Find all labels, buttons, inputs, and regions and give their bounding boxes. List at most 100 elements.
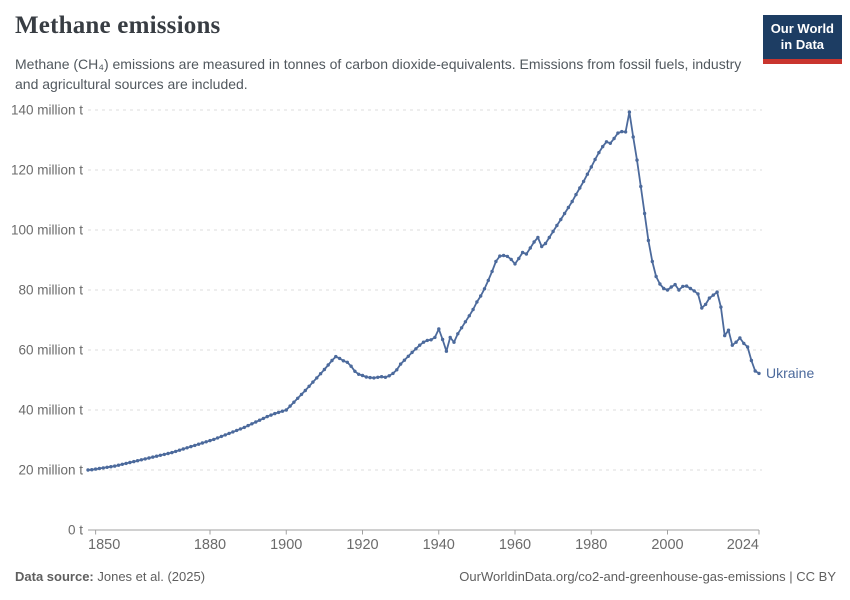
data-point[interactable] (414, 347, 418, 351)
data-point[interactable] (425, 338, 429, 343)
data-point[interactable] (459, 326, 464, 330)
data-point[interactable] (631, 135, 635, 139)
data-point[interactable] (604, 140, 609, 144)
data-point[interactable] (296, 396, 300, 400)
data-point[interactable] (334, 354, 338, 359)
data-point[interactable] (322, 367, 327, 372)
data-point[interactable] (475, 300, 479, 304)
data-point[interactable] (753, 369, 757, 373)
data-point[interactable] (109, 465, 113, 469)
data-point[interactable] (90, 468, 94, 472)
data-point[interactable] (715, 290, 719, 294)
data-point[interactable] (429, 338, 433, 342)
data-point[interactable] (654, 274, 658, 279)
data-point[interactable] (307, 384, 311, 388)
data-point[interactable] (440, 337, 445, 342)
data-point[interactable] (723, 333, 727, 338)
data-point[interactable] (219, 434, 224, 439)
data-point[interactable] (688, 286, 693, 291)
data-point[interactable] (402, 358, 407, 362)
data-point[interactable] (174, 449, 178, 454)
data-point[interactable] (574, 192, 578, 197)
data-point-markers[interactable] (86, 110, 761, 472)
data-point[interactable] (254, 420, 258, 424)
data-point[interactable] (189, 444, 193, 449)
data-point[interactable] (398, 362, 403, 366)
data-point[interactable] (227, 431, 231, 436)
owid-logo[interactable]: Our World in Data (762, 15, 842, 64)
data-point[interactable] (303, 388, 307, 393)
data-point[interactable] (612, 136, 616, 141)
data-point[interactable] (299, 392, 304, 397)
series-label-ukraine[interactable]: Ukraine (766, 365, 815, 382)
data-point[interactable] (581, 179, 586, 184)
data-point[interactable] (703, 302, 708, 307)
data-point[interactable] (479, 294, 483, 298)
data-point[interactable] (726, 328, 731, 332)
data-point[interactable] (646, 238, 651, 243)
data-point[interactable] (707, 296, 712, 300)
data-point[interactable] (124, 461, 128, 466)
data-point[interactable] (196, 442, 201, 446)
data-point[interactable] (444, 349, 449, 353)
data-point[interactable] (585, 172, 590, 176)
data-point[interactable] (749, 358, 754, 363)
data-point[interactable] (387, 374, 391, 378)
data-point[interactable] (261, 416, 266, 421)
data-point[interactable] (505, 254, 510, 259)
data-point[interactable] (288, 404, 292, 408)
data-point[interactable] (482, 287, 487, 291)
data-point[interactable] (418, 343, 422, 347)
data-point[interactable] (139, 458, 144, 462)
data-point[interactable] (437, 327, 441, 331)
data-point[interactable] (578, 186, 582, 190)
data-point[interactable] (151, 455, 155, 459)
data-point[interactable] (345, 360, 349, 364)
data-point[interactable] (520, 250, 525, 255)
data-point[interactable] (208, 438, 212, 443)
data-point[interactable] (284, 408, 288, 412)
data-point[interactable] (669, 285, 673, 289)
data-point[interactable] (517, 256, 521, 261)
data-point[interactable] (700, 306, 704, 310)
data-point[interactable] (391, 371, 395, 376)
data-point[interactable] (170, 450, 174, 455)
data-point[interactable] (566, 205, 571, 210)
data-point[interactable] (337, 356, 342, 361)
data-point[interactable] (315, 376, 319, 380)
data-point[interactable] (330, 358, 334, 363)
data-point[interactable] (711, 293, 715, 297)
data-point[interactable] (524, 252, 529, 256)
data-point[interactable] (360, 373, 365, 378)
data-point[interactable] (490, 269, 494, 274)
data-point[interactable] (128, 460, 132, 465)
data-point[interactable] (593, 157, 597, 162)
data-point[interactable] (181, 447, 185, 451)
data-point[interactable] (154, 454, 159, 458)
data-point[interactable] (463, 320, 468, 324)
data-point[interactable] (215, 436, 220, 440)
data-point[interactable] (280, 409, 285, 413)
data-point[interactable] (570, 199, 574, 204)
data-point[interactable] (742, 341, 746, 346)
data-point[interactable] (528, 246, 532, 250)
data-point[interactable] (238, 427, 243, 431)
data-point[interactable] (642, 211, 647, 216)
data-point[interactable] (620, 129, 624, 134)
data-point[interactable] (406, 354, 410, 358)
data-point[interactable] (597, 150, 601, 155)
data-point[interactable] (166, 451, 170, 456)
data-point[interactable] (204, 440, 208, 444)
data-point[interactable] (509, 257, 513, 262)
data-point[interactable] (684, 284, 689, 288)
footer-credit-link[interactable]: OurWorldinData.org/co2-and-greenhouse-ga… (459, 569, 836, 584)
data-point[interactable] (494, 259, 498, 264)
data-point[interactable] (257, 418, 262, 422)
data-point[interactable] (276, 410, 281, 415)
data-point[interactable] (738, 336, 742, 340)
data-point[interactable] (536, 235, 540, 240)
data-point[interactable] (318, 372, 323, 376)
data-point[interactable] (101, 466, 106, 470)
data-point[interactable] (543, 241, 548, 246)
data-point[interactable] (269, 413, 273, 417)
